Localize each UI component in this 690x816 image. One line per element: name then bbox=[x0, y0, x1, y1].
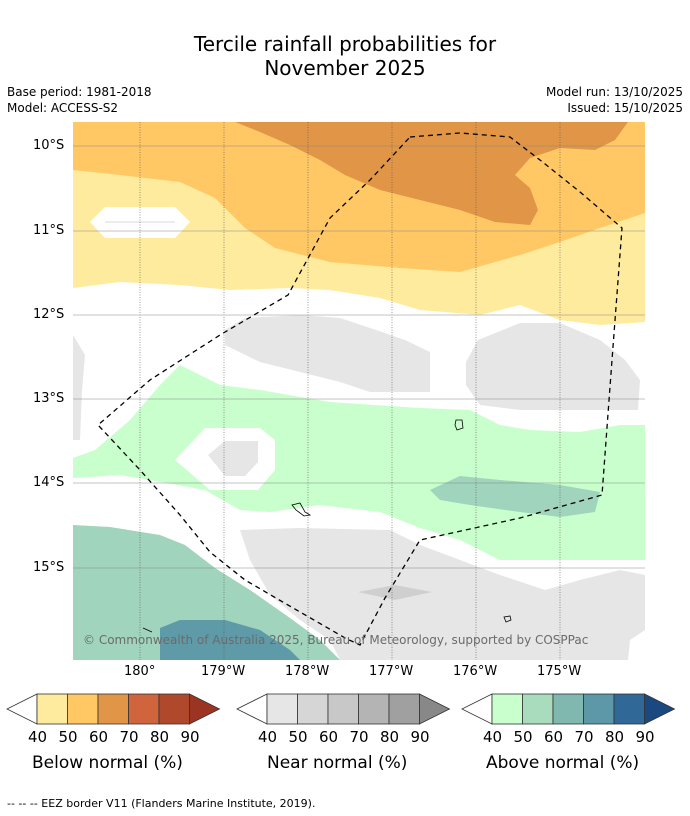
issued-date: Issued: 15/10/2025 bbox=[567, 101, 683, 115]
colorbar-tick-label: 50 bbox=[513, 728, 533, 746]
colorbar-tick-label: 90 bbox=[180, 728, 200, 746]
above-normal-50-region-east bbox=[430, 476, 600, 517]
lon-label-178w: 178°W bbox=[285, 664, 330, 679]
colorbar-extend-low bbox=[6, 693, 38, 725]
near-normal-40-region-southcenter bbox=[358, 585, 432, 600]
colorbar-tick-label: 50 bbox=[58, 728, 78, 746]
lat-label-13s: 13°S bbox=[33, 391, 65, 406]
near-normal-40-region-west bbox=[73, 335, 85, 440]
model-name: Model: ACCESS-S2 bbox=[7, 101, 119, 115]
colorbar-extend-high bbox=[189, 693, 221, 725]
lon-label-179w: 179°W bbox=[201, 664, 246, 679]
colorbar-tick-label: 40 bbox=[28, 728, 48, 746]
island-south-center bbox=[291, 502, 312, 517]
copyright-notice: © Commonwealth of Australia 2025, Bureau… bbox=[83, 633, 589, 647]
above-normal-70-region-south bbox=[160, 620, 300, 660]
colorbar-tick-label: 60 bbox=[544, 728, 564, 746]
colorbar-segment bbox=[552, 693, 584, 725]
lon-label-180: 180° bbox=[124, 664, 156, 679]
colorbar-near-normal-label: Near normal (%) bbox=[267, 753, 408, 773]
colorbar-segment bbox=[583, 693, 615, 725]
island-southeast bbox=[503, 615, 512, 623]
colorbar-tick-label: 60 bbox=[89, 728, 109, 746]
lat-label-12s: 12°S bbox=[33, 307, 65, 322]
near-normal-40-region-south bbox=[240, 528, 645, 660]
colorbar-segment bbox=[491, 693, 523, 725]
colorbar-tick-label: 90 bbox=[410, 728, 430, 746]
colorbar-tick-label: 40 bbox=[483, 728, 503, 746]
model-run: Model run: 13/10/2025 bbox=[545, 85, 683, 99]
colorbar-extend-low bbox=[236, 693, 268, 725]
colorbar-below-normal-label: Below normal (%) bbox=[32, 753, 183, 773]
colorbar-segment bbox=[358, 693, 390, 725]
colorbar-tick-label: 60 bbox=[319, 728, 339, 746]
colorbar-tick-label: 80 bbox=[380, 728, 400, 746]
map-title-line2: November 2025 bbox=[264, 56, 426, 80]
colorbar-segment bbox=[522, 693, 554, 725]
base-period: Base period: 1981-2018 bbox=[7, 85, 152, 99]
lon-label-177w: 177°W bbox=[369, 664, 414, 679]
island-east bbox=[454, 419, 464, 431]
colorbar-tick-label: 90 bbox=[635, 728, 655, 746]
colorbars bbox=[6, 693, 676, 725]
colorbar-tick-label: 80 bbox=[605, 728, 625, 746]
colorbar-segment bbox=[128, 693, 160, 725]
colorbar-segment bbox=[97, 693, 129, 725]
colorbar-extend-high bbox=[644, 693, 676, 725]
lat-label-14s: 14°S bbox=[33, 475, 65, 490]
colorbar-extend-high bbox=[419, 693, 451, 725]
colorbar-tick-label: 50 bbox=[288, 728, 308, 746]
below-normal-60-region bbox=[235, 122, 628, 225]
near-normal-40-patch-center bbox=[208, 441, 258, 476]
colorbar-tick-label: 70 bbox=[349, 728, 369, 746]
colorbar-segment bbox=[327, 693, 359, 725]
lon-label-175w: 175°W bbox=[537, 664, 582, 679]
map-title-line1: Tercile rainfall probabilities for bbox=[193, 32, 497, 56]
colorbar-tick-label: 80 bbox=[150, 728, 170, 746]
above-normal-50-region-southwest bbox=[73, 525, 340, 660]
colorbar-segment bbox=[158, 693, 190, 725]
eez-footnote: -- -- -- EEZ border V11 (Flanders Marine… bbox=[7, 797, 316, 810]
island-southwest bbox=[142, 627, 153, 633]
lat-label-11s: 11°S bbox=[33, 223, 65, 238]
colorbar-segment bbox=[266, 693, 298, 725]
colorbar-segment bbox=[67, 693, 99, 725]
lat-label-15s: 15°S bbox=[33, 560, 65, 575]
colorbar-above-normal-label: Above normal (%) bbox=[486, 753, 640, 773]
colorbar-tick-label: 70 bbox=[119, 728, 139, 746]
colorbar-tick-label: 40 bbox=[258, 728, 278, 746]
colorbar-above-normal bbox=[461, 693, 676, 725]
colorbar-segment bbox=[297, 693, 329, 725]
near-normal-40-region-east bbox=[466, 323, 640, 410]
lat-label-10s: 10°S bbox=[33, 138, 65, 153]
colorbar-segment bbox=[388, 693, 420, 725]
colorbar-extend-low bbox=[461, 693, 493, 725]
colorbar-segment bbox=[613, 693, 645, 725]
probability-field bbox=[73, 122, 645, 660]
eez-border bbox=[97, 132, 623, 646]
above-normal-40-region bbox=[73, 365, 645, 560]
gridlines bbox=[73, 122, 645, 660]
colorbar-tick-label: 70 bbox=[574, 728, 594, 746]
lon-label-176w: 176°W bbox=[453, 664, 498, 679]
colorbar-below-normal bbox=[6, 693, 221, 725]
colorbar-near-normal bbox=[236, 693, 451, 725]
near-normal-40-region-north bbox=[225, 315, 430, 392]
colorbar-segment bbox=[36, 693, 68, 725]
